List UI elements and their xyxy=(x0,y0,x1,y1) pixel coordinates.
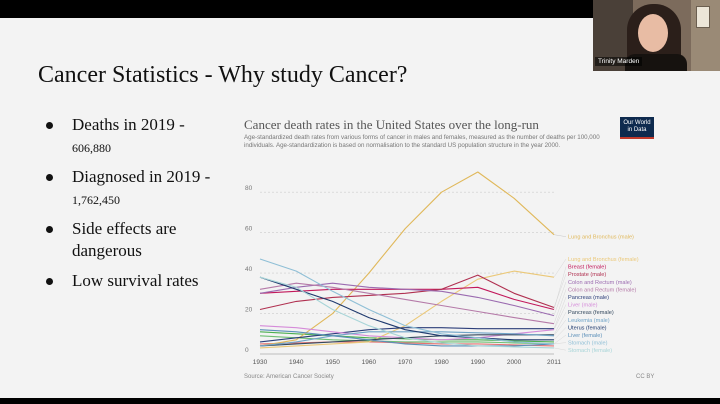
legend-leader xyxy=(553,266,567,310)
legend-label: Breast (female) xyxy=(568,265,606,271)
line-chart: 0 20 40 60 80 1930 1940 1950 1960 1970 1980 1990 200… xyxy=(245,171,639,366)
series-line xyxy=(259,282,555,325)
chart-license[interactable]: CC BY xyxy=(636,374,655,380)
x-tick-label: 1930 xyxy=(253,359,268,366)
legend-leader xyxy=(553,234,567,237)
legend-label: Colon and Rectum (female) xyxy=(568,287,637,293)
x-tick-label: 1980 xyxy=(434,359,449,366)
legend-label: Liver (female) xyxy=(568,333,602,339)
legend-label: Liver (male) xyxy=(568,303,598,309)
x-tick-label: 1960 xyxy=(362,359,377,366)
bullet-detail: 1,762,450 xyxy=(72,193,120,207)
bullet-dot xyxy=(46,174,53,181)
chart-title: Cancer death rates in the United States … xyxy=(244,117,539,132)
bullet-text: Low survival rates xyxy=(72,271,199,290)
bullet-item: Deaths in 2019 - 606,880 xyxy=(44,114,239,158)
bullet-dot xyxy=(46,226,53,233)
y-tick-label: 60 xyxy=(245,226,253,233)
bullet-text: Deaths in 2019 - xyxy=(72,115,185,134)
slide: Cancer Statistics - Why study Cancer? De… xyxy=(0,18,720,398)
series-line xyxy=(259,276,554,341)
series-line xyxy=(259,282,555,317)
series-line xyxy=(259,327,554,343)
legend-label: Prostate (male) xyxy=(568,272,606,278)
legend-leader xyxy=(553,312,567,335)
legend-label: Pancreas (male) xyxy=(568,295,609,301)
bullet-text: Side effects are dangerous xyxy=(72,219,177,260)
participant-name-label: Trinity Marden xyxy=(595,57,643,66)
legend-label: Leukemia (male) xyxy=(568,318,610,324)
legend-leader xyxy=(553,289,567,324)
series-line xyxy=(259,270,555,349)
bullet-item: Diagnosed in 2019 - 1,762,450 xyxy=(44,166,239,210)
legend-label: Stomach (male) xyxy=(568,341,608,347)
bullet-detail: 606,880 xyxy=(72,141,111,155)
x-tick-label: 1940 xyxy=(289,359,304,366)
legend-leader xyxy=(553,281,567,316)
series-line xyxy=(259,171,555,347)
webcam-thumbnail[interactable]: Trinity Marden xyxy=(593,0,720,71)
x-tick-label: 1990 xyxy=(471,359,486,366)
logo-line-2: in Data xyxy=(627,127,647,133)
legend-label: Lung and Bronchus (female) xyxy=(568,257,639,263)
series-line xyxy=(259,331,555,347)
bullet-list: Deaths in 2019 - 606,880 Diagnosed in 20… xyxy=(44,114,239,300)
bullet-text: Diagnosed in 2019 - xyxy=(72,167,211,186)
bullet-dot xyxy=(46,278,53,285)
legend-label: Pancreas (female) xyxy=(568,310,614,316)
y-tick-label: 40 xyxy=(245,266,253,273)
slide-title: Cancer Statistics - Why study Cancer? xyxy=(38,62,408,88)
y-tick-label: 80 xyxy=(245,185,253,192)
x-tick-label: 2011 xyxy=(547,359,561,366)
series-line xyxy=(259,335,555,345)
legend-label: Uterus (female) xyxy=(568,325,607,331)
legend-leader xyxy=(553,296,567,329)
legend-leader xyxy=(553,327,567,340)
legend-leader xyxy=(553,342,567,345)
legend-leader xyxy=(553,319,567,336)
y-tick-label: 20 xyxy=(245,307,253,314)
series-line xyxy=(259,276,555,349)
x-tick-label: 1950 xyxy=(325,359,340,366)
legend-leader xyxy=(553,258,567,278)
series-line xyxy=(259,329,555,347)
legend-leader xyxy=(553,334,567,345)
y-tick-label: 0 xyxy=(245,347,249,354)
bullet-dot xyxy=(46,122,53,129)
legend-leader xyxy=(553,347,567,351)
legend-leader xyxy=(553,274,567,308)
legend-leader xyxy=(553,304,567,330)
x-tick-label: 2000 xyxy=(507,359,522,366)
owid-logo[interactable]: Our World in Data xyxy=(620,117,654,139)
legend-label: Colon and Rectum (male) xyxy=(568,280,632,286)
logo-line-1: Our World xyxy=(623,120,651,126)
chart-source[interactable]: Source: American Cancer Society xyxy=(244,374,334,380)
bullet-item: Low survival rates xyxy=(44,270,239,292)
series-line xyxy=(259,274,555,311)
wall-picture-frame xyxy=(696,6,710,28)
legend-label: Lung and Bronchus (male) xyxy=(568,235,634,241)
chart-subtitle: Age-standardized death rates from variou… xyxy=(244,134,600,149)
participant-face xyxy=(638,14,668,52)
bullet-item: Side effects are dangerous xyxy=(44,218,239,262)
series-line xyxy=(259,258,555,345)
chart-panel: Cancer death rates in the United States … xyxy=(244,102,654,396)
legend-label: Stomach (female) xyxy=(568,348,612,354)
series-line xyxy=(259,341,555,347)
x-tick-label: 1970 xyxy=(398,359,413,366)
